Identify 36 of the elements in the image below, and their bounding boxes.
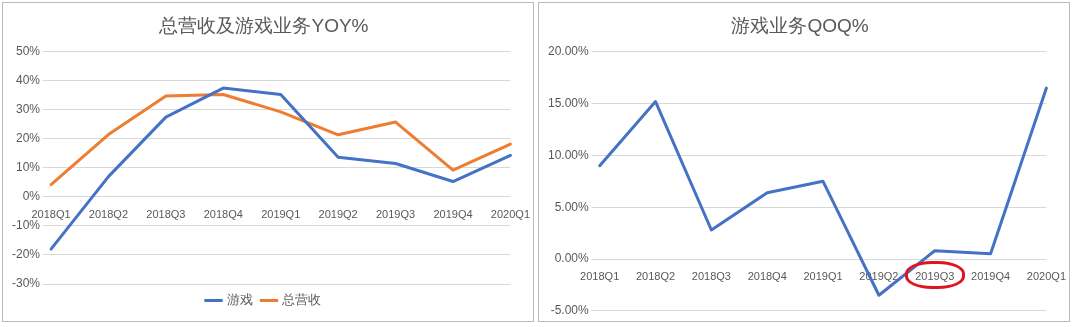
legend-label: 游戏	[226, 292, 253, 308]
y-tick-label: 20.00%	[548, 44, 590, 59]
chart-title: 游戏业务QOQ%	[731, 14, 869, 36]
y-tick-label: 0%	[22, 189, 41, 204]
x-tick-label: 2018Q4	[747, 269, 787, 282]
y-tick-label: 10%	[15, 160, 41, 175]
y-tick-label: 0.00%	[554, 251, 590, 266]
y-tick-label: -10%	[12, 218, 41, 233]
y-tick-label: 5.00%	[554, 199, 590, 214]
chart-title: 总营收及游戏业务YOY%	[158, 14, 369, 36]
x-tick-label: 2019Q4	[433, 207, 473, 220]
x-tick-label: 2018Q1	[31, 207, 71, 220]
y-tick-label: 40%	[15, 73, 41, 88]
x-tick-label: 2018Q2	[635, 269, 676, 282]
y-tick-label: 30%	[15, 102, 41, 117]
y-tick-label: 15.00%	[548, 95, 590, 110]
x-tick-label: 2019Q1	[261, 207, 301, 220]
x-tick-label: 2019Q3	[376, 207, 416, 220]
legend-label: 总营收	[281, 292, 321, 308]
x-tick-label: 2018Q3	[146, 207, 186, 220]
x-tick-label: 2019Q3	[915, 269, 955, 282]
y-tick-label: -30%	[12, 276, 41, 291]
y-tick-label: 10.00%	[548, 147, 590, 162]
x-tick-label: 2020Q1	[490, 207, 531, 220]
y-tick-label: -20%	[12, 247, 41, 262]
x-tick-label: 2018Q4	[203, 207, 243, 220]
x-tick-label: 2019Q1	[803, 269, 843, 282]
x-tick-label: 2018Q1	[580, 269, 620, 282]
x-tick-label: 2018Q2	[88, 207, 129, 220]
x-tick-label: 2019Q4	[971, 269, 1011, 282]
x-tick-label: 2019Q2	[318, 207, 358, 220]
y-tick-label: 50%	[15, 44, 41, 59]
x-tick-label: 2020Q1	[1026, 269, 1067, 282]
y-tick-label: -5.00%	[550, 303, 590, 318]
x-tick-label: 2018Q3	[691, 269, 731, 282]
y-tick-label: 20%	[15, 131, 41, 146]
